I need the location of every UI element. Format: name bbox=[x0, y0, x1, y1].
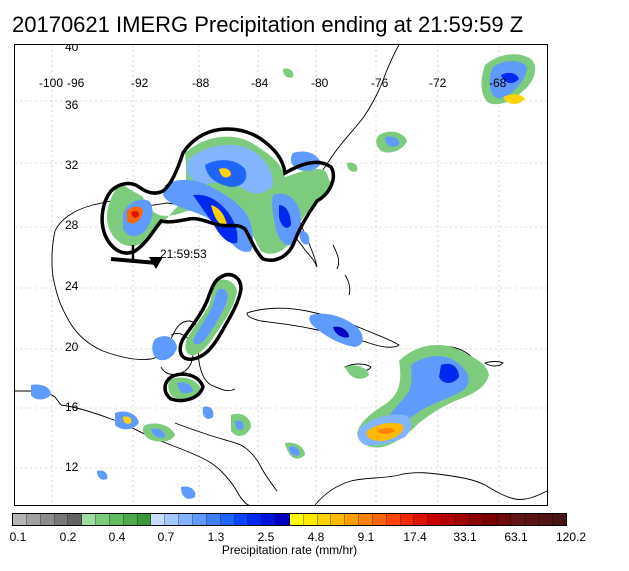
colorbar-swatch bbox=[511, 514, 526, 525]
colorbar-swatch bbox=[276, 514, 290, 525]
map-canvas bbox=[15, 45, 547, 505]
longitude-label: -88 bbox=[192, 76, 210, 90]
units-text: Precipitation rate (mm/hr) bbox=[221, 543, 358, 557]
colorbar-tick-label: 33.1 bbox=[453, 530, 477, 544]
longitude-label: -68 bbox=[489, 76, 507, 90]
colorbar-tick-label: 9.1 bbox=[357, 530, 375, 544]
colorbar-swatch bbox=[123, 514, 138, 525]
colorbar-swatch bbox=[552, 514, 566, 525]
latitude-label: 16 bbox=[65, 400, 79, 414]
colorbar-swatch bbox=[497, 514, 512, 525]
longitude-label: -72 bbox=[429, 76, 447, 90]
colorbar-swatch bbox=[262, 514, 277, 525]
colorbar-swatch bbox=[289, 514, 304, 525]
colorbar-swatch bbox=[13, 514, 27, 525]
colorbar-swatch bbox=[359, 514, 373, 525]
colorbar-swatch bbox=[68, 514, 83, 525]
precipitation-map[interactable]: -100 -96 -92 -88 -84 -80 -76 -72 -68 40 … bbox=[14, 44, 548, 506]
colorbar-swatch bbox=[151, 514, 166, 525]
colorbar-swatch bbox=[206, 514, 221, 525]
colorbar-swatch bbox=[414, 514, 429, 525]
precipitation-colorbar bbox=[12, 513, 567, 526]
colorbar-swatch bbox=[428, 514, 443, 525]
colorbar-tick-label: 120.2 bbox=[555, 530, 587, 544]
colorbar-tick-label: 0.1 bbox=[9, 530, 27, 544]
latitude-label: 40 bbox=[65, 44, 79, 54]
colorbar-swatch bbox=[40, 514, 55, 525]
colorbar-swatch bbox=[525, 514, 540, 525]
latitude-label: 36 bbox=[65, 98, 79, 112]
colorbar-tick-label: 4.8 bbox=[307, 530, 325, 544]
colorbar-swatch bbox=[303, 514, 318, 525]
longitude-label: -84 bbox=[251, 76, 269, 90]
colorbar-swatch bbox=[26, 514, 41, 525]
precipitation-areas bbox=[31, 54, 536, 499]
latitude-label: 28 bbox=[65, 218, 79, 232]
storm-outline bbox=[100, 127, 336, 403]
colorbar-swatch bbox=[456, 514, 470, 525]
colorbar-swatch bbox=[442, 514, 456, 525]
colorbar-swatch bbox=[192, 514, 207, 525]
colorbar-swatch bbox=[165, 514, 180, 525]
colorbar-swatch bbox=[469, 514, 484, 525]
colorbar-tick-label: 0.2 bbox=[59, 530, 77, 544]
colorbar-swatch bbox=[179, 514, 193, 525]
latitude-label: 20 bbox=[65, 340, 79, 354]
storm-track bbox=[110, 245, 163, 269]
colorbar-swatch bbox=[400, 514, 415, 525]
colorbar-tick-label: 63.1 bbox=[504, 530, 528, 544]
colorbar-swatch bbox=[386, 514, 401, 525]
graticule bbox=[15, 45, 547, 505]
colorbar-tick-label: 1.3 bbox=[207, 530, 225, 544]
colorbar-tick-label: 0.7 bbox=[157, 530, 175, 544]
latitude-label: 12 bbox=[65, 460, 79, 474]
colorbar-swatch bbox=[96, 514, 110, 525]
longitude-label: -100 bbox=[39, 76, 64, 90]
colorbar-swatch bbox=[220, 514, 235, 525]
colorbar-tick-label: 0.4 bbox=[108, 530, 126, 544]
map-title: 20170621 IMERG Precipitation ending at 2… bbox=[12, 12, 524, 37]
colorbar-swatch bbox=[483, 514, 498, 525]
colorbar-units-label: Precipitation rate (mm/hr) bbox=[0, 543, 629, 557]
longitude-label: -96 bbox=[67, 76, 85, 90]
colorbar-swatch bbox=[345, 514, 360, 525]
colorbar-swatch bbox=[248, 514, 263, 525]
colorbar-swatch bbox=[137, 514, 152, 525]
longitude-label: -76 bbox=[371, 76, 389, 90]
colorbar-tick-label: 17.4 bbox=[403, 530, 427, 544]
colorbar-swatch bbox=[331, 514, 346, 525]
colorbar-swatch bbox=[234, 514, 249, 525]
storm-time-label: 21:59:53 bbox=[160, 247, 207, 261]
coastlines bbox=[15, 45, 547, 505]
colorbar-tick-label: 2.5 bbox=[257, 530, 275, 544]
longitude-label: -80 bbox=[311, 76, 329, 90]
colorbar-swatch bbox=[539, 514, 553, 525]
longitude-label: -92 bbox=[131, 76, 149, 90]
colorbar-swatch bbox=[82, 514, 97, 525]
colorbar-swatch bbox=[54, 514, 69, 525]
colorbar-swatch bbox=[372, 514, 387, 525]
latitude-label: 24 bbox=[65, 279, 79, 293]
colorbar-swatch bbox=[109, 514, 124, 525]
colorbar-swatch bbox=[317, 514, 332, 525]
latitude-label: 32 bbox=[65, 158, 79, 172]
